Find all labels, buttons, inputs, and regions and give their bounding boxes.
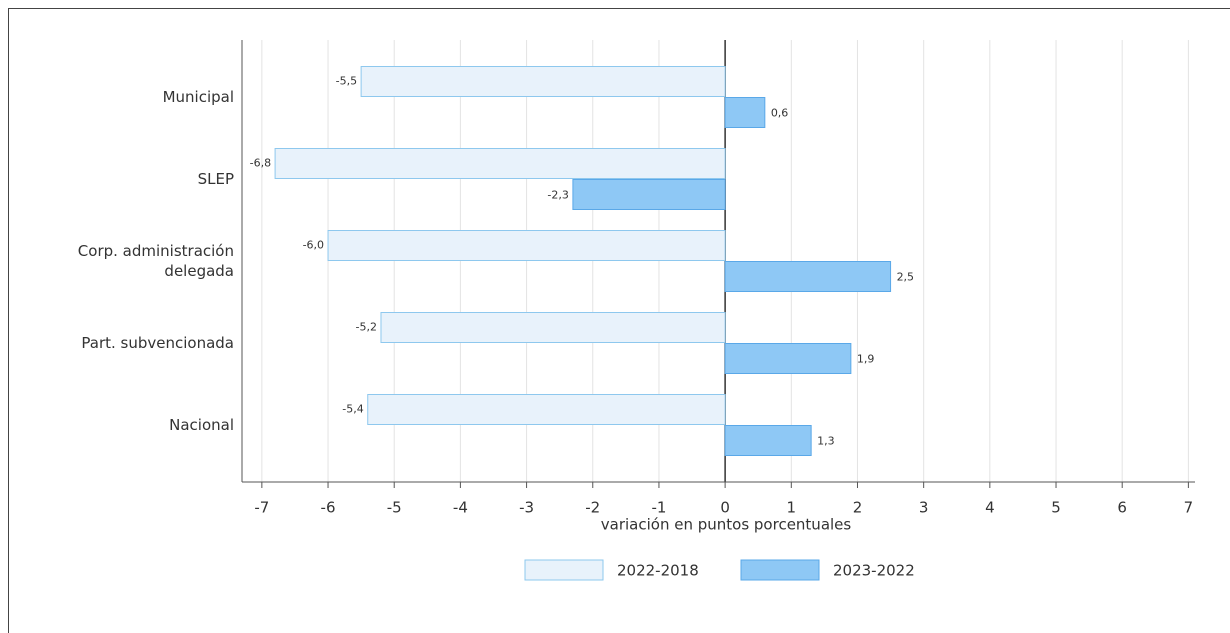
x-tick-label: -5 — [387, 499, 402, 517]
value-label: -6,8 — [250, 157, 271, 170]
bar — [367, 394, 726, 425]
value-label: 1,9 — [857, 353, 875, 366]
bar — [360, 66, 726, 97]
x-tick-label: -7 — [254, 499, 269, 517]
x-tick-label: -3 — [519, 499, 534, 517]
x-tick-label: -2 — [585, 499, 600, 517]
y-tick-label: Nacional — [169, 416, 234, 434]
legend-swatch — [740, 559, 820, 581]
y-tick-label: Municipal — [162, 88, 234, 106]
x-tick-label: 4 — [985, 499, 995, 517]
bar — [724, 261, 892, 292]
x-tick-label: 2 — [853, 499, 863, 517]
x-tick-label: -1 — [651, 499, 666, 517]
x-tick-label: 5 — [1051, 499, 1061, 517]
x-tick-label: -4 — [453, 499, 468, 517]
bar — [724, 97, 766, 128]
y-tick-label: Corp. administración delegada — [77, 242, 234, 280]
bar — [380, 312, 726, 343]
legend-label: 2022-2018 — [617, 562, 699, 580]
value-label: -6,0 — [303, 239, 324, 252]
value-label: 1,3 — [817, 435, 835, 448]
legend-swatch — [524, 559, 604, 581]
y-tick-label: Part. subvencionada — [81, 334, 234, 352]
bar — [724, 425, 812, 456]
legend-label: 2023-2022 — [833, 562, 915, 580]
value-label: 0,6 — [771, 107, 789, 120]
bar — [274, 148, 726, 179]
value-label: -5,5 — [336, 75, 357, 88]
x-tick-label: 0 — [720, 499, 730, 517]
x-tick-label: -6 — [321, 499, 336, 517]
value-label: -5,4 — [342, 403, 363, 416]
x-tick-label: 7 — [1184, 499, 1194, 517]
bar — [327, 230, 726, 261]
y-tick-label: SLEP — [197, 170, 234, 188]
value-label: 2,5 — [897, 271, 915, 284]
x-tick-label: 6 — [1117, 499, 1127, 517]
bar — [572, 179, 726, 210]
frame — [8, 8, 1230, 633]
value-label: -2,3 — [547, 189, 568, 202]
x-tick-label: 3 — [919, 499, 929, 517]
x-axis-label: variación en puntos porcentuales — [601, 516, 852, 534]
value-label: -5,2 — [356, 321, 377, 334]
bar — [724, 343, 852, 374]
x-tick-label: 1 — [787, 499, 797, 517]
